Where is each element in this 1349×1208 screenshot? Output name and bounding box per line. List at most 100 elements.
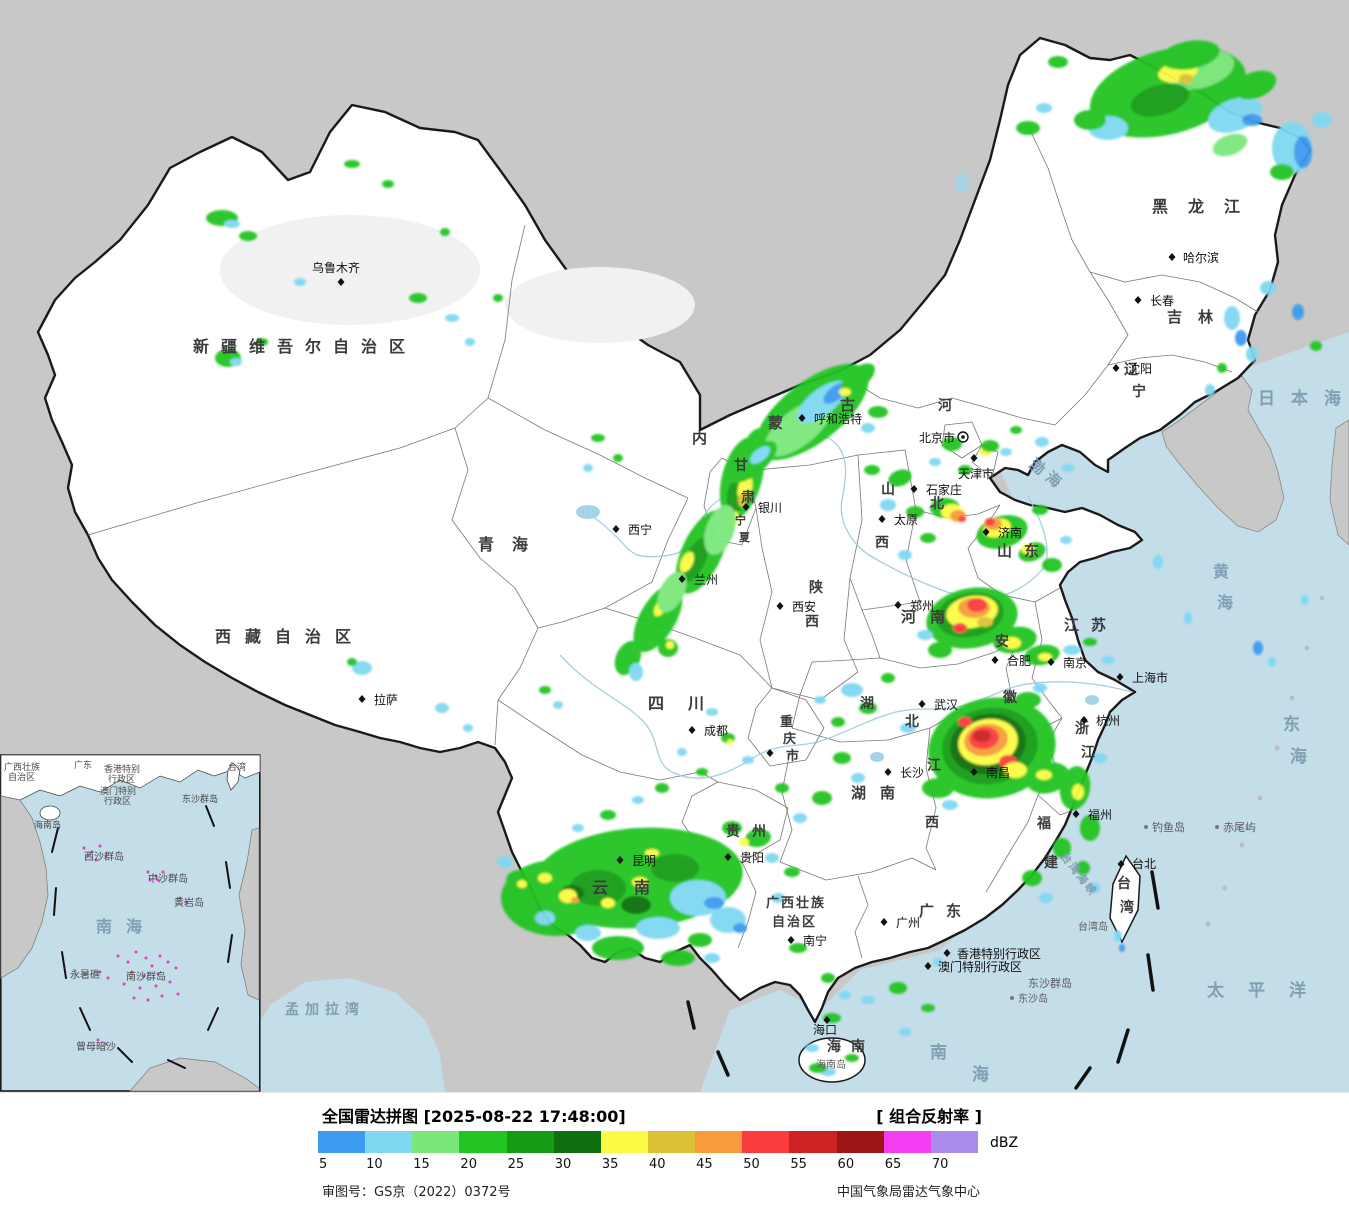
- city-label: 哈尔滨: [1183, 250, 1219, 265]
- korea-peninsula: [1161, 375, 1285, 533]
- radar-echo: [1093, 753, 1107, 763]
- radar-echo: [1312, 112, 1332, 128]
- radar-echo: [749, 446, 771, 464]
- inset-label: 广西壮族: [4, 761, 40, 773]
- city-label: 兰州: [694, 573, 718, 587]
- radar-echo: [745, 828, 771, 848]
- radar-echo: [953, 623, 967, 633]
- colorbar-segment: [412, 1131, 460, 1153]
- reef-mark: [94, 858, 98, 862]
- radar-echo: [1292, 304, 1304, 320]
- radar-echo: [899, 1028, 911, 1036]
- radar-echo: [632, 796, 644, 804]
- radar-echo: [704, 505, 736, 555]
- radar-echo: [1160, 40, 1220, 70]
- city-label: 太原: [894, 512, 918, 527]
- radar-echo: [440, 228, 450, 236]
- radar-echo: [981, 440, 999, 452]
- radar-echo: [1184, 612, 1192, 624]
- island-label: 东沙群岛: [1028, 976, 1072, 990]
- city-marker: [884, 768, 892, 776]
- reef-mark: [138, 986, 142, 990]
- radar-echo: [921, 1004, 935, 1012]
- inset-label: 行政区: [104, 795, 131, 807]
- radar-echo: [572, 824, 584, 832]
- inset-label: 海南岛: [34, 819, 61, 831]
- reef-mark: [142, 974, 146, 978]
- map-title: 全国雷达拼图 [2025-08-22 17:48:00]: [322, 1107, 626, 1126]
- city-label: 南京: [1063, 655, 1087, 670]
- radar-echo: [661, 950, 695, 966]
- reef-mark: [176, 992, 180, 996]
- province-label: 西藏自治区: [215, 627, 365, 646]
- city-marker: [616, 856, 624, 864]
- reef-mark: [104, 854, 108, 858]
- radar-echo: [688, 933, 712, 947]
- radar-echo: [967, 598, 987, 612]
- radar-echo: [517, 880, 527, 888]
- city-marker: [678, 575, 686, 583]
- radar-echo: [1015, 692, 1041, 708]
- city-label: 福州: [1088, 807, 1112, 822]
- colorbar-tick: 65: [884, 1157, 902, 1172]
- city-label: 澳门特别行政区: [938, 959, 1022, 974]
- colorbar-segment: [742, 1131, 790, 1153]
- radar-echo: [942, 437, 962, 451]
- city-label: 台北: [1132, 856, 1156, 871]
- radar-echo: [1130, 83, 1190, 117]
- province-label: 陕: [809, 579, 823, 596]
- radar-echo: [601, 898, 615, 908]
- colorbar-segment: [459, 1131, 507, 1153]
- city-marker: [787, 936, 795, 944]
- radar-echo: [765, 853, 779, 863]
- radar-echo: [1076, 861, 1090, 875]
- city-label: 北京市: [919, 430, 955, 445]
- reef-mark: [150, 964, 154, 968]
- radar-echo: [739, 838, 749, 846]
- radar-echo: [506, 870, 534, 890]
- radar-echo: [655, 783, 669, 793]
- radar-echo: [677, 748, 687, 756]
- inset-boundary-dash: [51, 827, 59, 853]
- ryukyu-islands: [1205, 595, 1325, 927]
- sea-label: 海: [1217, 593, 1233, 612]
- radar-echo: [771, 893, 785, 903]
- reef-mark: [144, 956, 148, 960]
- province-borders: [87, 129, 1259, 959]
- city-marker: [943, 949, 951, 957]
- radar-echo: [497, 856, 513, 868]
- inset-label: 行政区: [108, 773, 135, 785]
- radar-echo: [1153, 555, 1163, 569]
- island-label: 东沙岛: [1018, 992, 1048, 1005]
- radar-echo: [933, 958, 943, 966]
- colorbar-tick: 25: [507, 1157, 525, 1172]
- city-label: 杭州: [1096, 713, 1120, 728]
- radar-echo-layer: [206, 40, 1332, 1076]
- sea-label: 黄: [1213, 562, 1229, 581]
- reef-mark: [126, 960, 130, 964]
- boundary-dash: [1150, 870, 1160, 910]
- inset-boundary-dash: [79, 1007, 91, 1031]
- province-label: 湾: [1120, 899, 1134, 916]
- sea-label: 南: [930, 1042, 947, 1063]
- inset-boundary-dash: [117, 1047, 133, 1063]
- colorbar-tick: 15: [413, 1157, 430, 1172]
- taiwan-island: [1109, 854, 1141, 944]
- sea-label: 太平洋: [1207, 980, 1330, 1001]
- china-radar-map: 新疆维吾尔自治区 西藏自治区 青海 黑龙江 吉林 山东 河南 江苏 广东 云南 四川 海南 贵州 湖南 广西…: [0, 0, 1349, 1092]
- radar-echo: [928, 642, 952, 658]
- radar-echo: [696, 768, 708, 776]
- reef-mark: [90, 850, 94, 854]
- radar-echo: [465, 338, 475, 346]
- boundary-dash: [1116, 1028, 1130, 1064]
- city-marker: [924, 962, 932, 970]
- radar-echo: [1060, 536, 1072, 544]
- radar-echo: [239, 231, 257, 241]
- inset-boundary-dash: [207, 1007, 219, 1031]
- reef-mark: [96, 1038, 100, 1042]
- colorbar-tick: 5: [319, 1157, 328, 1172]
- radar-echo: [1090, 883, 1100, 893]
- colorbar-segment: [600, 1131, 648, 1153]
- city-marker: [970, 768, 978, 776]
